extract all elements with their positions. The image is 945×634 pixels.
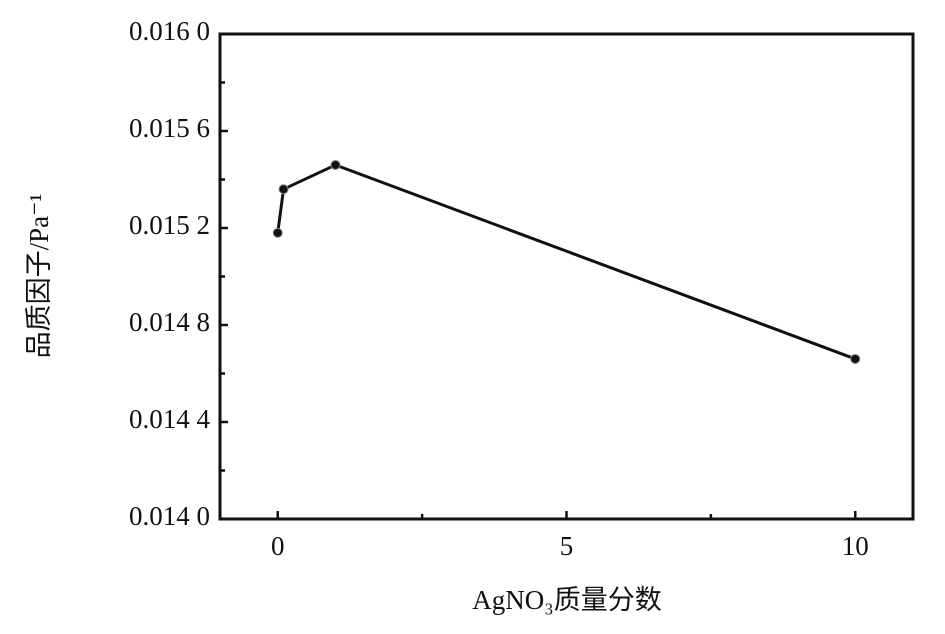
line [276, 163, 856, 361]
marker [272, 227, 283, 238]
y-tick-label: 0.015 6 [129, 113, 210, 143]
x-tick-label: 0 [271, 531, 285, 561]
marker [850, 353, 861, 364]
y-tick-label: 0.016 0 [129, 16, 210, 46]
y-tick-label: 0.014 0 [129, 501, 210, 531]
x-tick-label: 5 [560, 531, 574, 561]
y-tick-label: 0.014 8 [129, 307, 210, 337]
y-tick-label: 0.015 2 [129, 210, 210, 240]
marker [278, 184, 289, 195]
y-tick-label: 0.014 4 [129, 404, 211, 434]
x-axis-label: AgNO₃质量分数 [472, 585, 661, 615]
y-axis-label: 品质因子/Pa⁻¹ [24, 194, 54, 359]
marker [330, 159, 341, 170]
x-tick-label: 10 [842, 531, 869, 561]
plot-frame [218, 32, 915, 521]
